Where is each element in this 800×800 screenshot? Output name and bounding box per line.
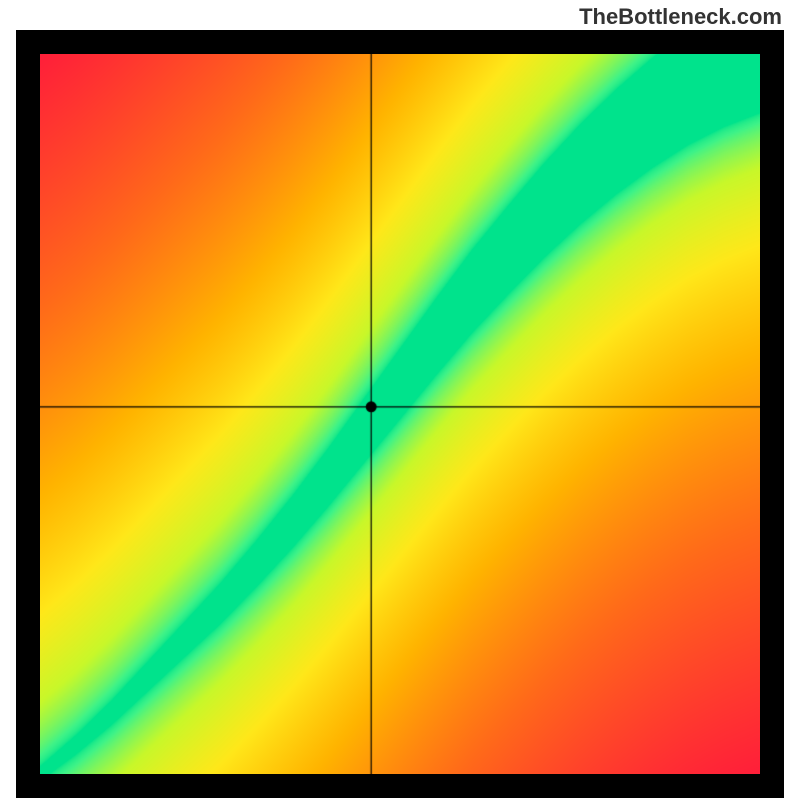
heatmap-canvas [40,54,760,774]
attribution-text: TheBottleneck.com [579,4,782,30]
bottleneck-heatmap-chart [16,30,784,798]
